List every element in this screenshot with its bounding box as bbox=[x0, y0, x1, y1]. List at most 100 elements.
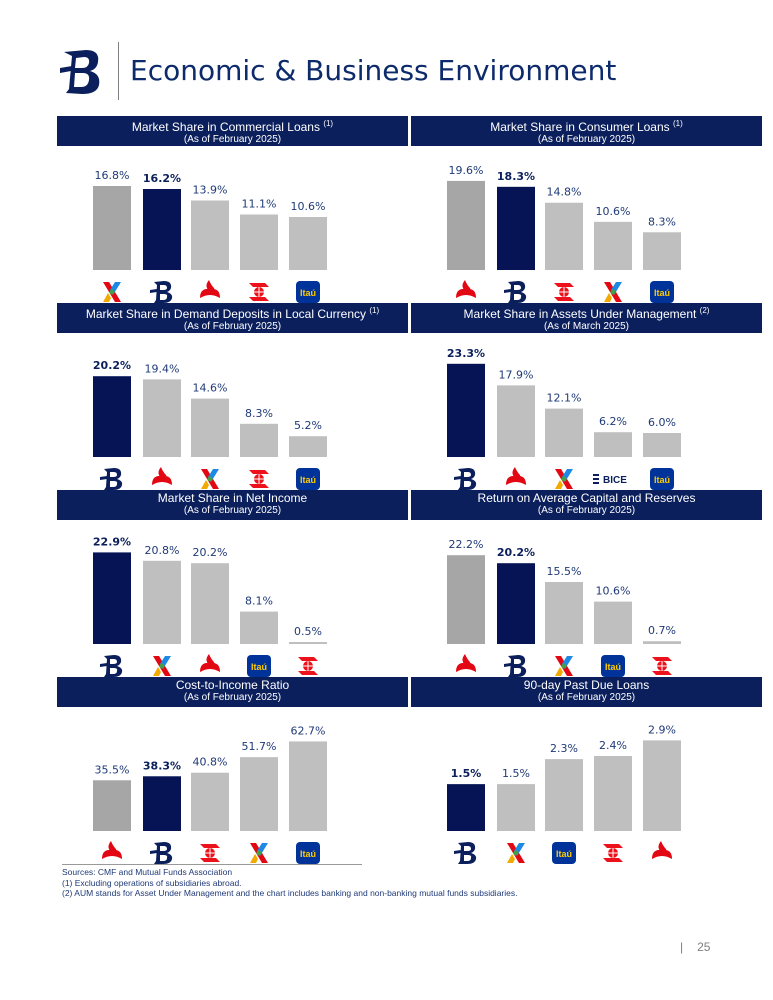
chart-panel: Market Share in Assets Under Management … bbox=[411, 303, 762, 490]
itau-logo-icon: Itaú bbox=[296, 468, 320, 490]
bci-logo-icon bbox=[153, 656, 171, 676]
chart-subtitle: (As of February 2025) bbox=[537, 692, 636, 703]
bar bbox=[143, 560, 181, 644]
itau-logo-text: Itaú bbox=[251, 662, 267, 672]
santander-logo-icon bbox=[152, 467, 172, 485]
data-label: 5.2% bbox=[294, 419, 322, 432]
bar bbox=[545, 202, 583, 270]
footer-divider bbox=[62, 864, 362, 865]
itau-logo-icon: Itaú bbox=[650, 281, 674, 303]
chart-title-footnote: (1) bbox=[672, 119, 683, 128]
bar-chart: 19.6% 18.3% 14.8% 10.6% 8.3% Itaú bbox=[447, 164, 681, 303]
data-label: 10.6% bbox=[291, 200, 326, 213]
data-label: 8.1% bbox=[245, 595, 273, 608]
bar bbox=[497, 385, 535, 457]
data-label: 23.3% bbox=[447, 347, 485, 360]
bar bbox=[191, 200, 229, 270]
bdechile-logo-icon bbox=[504, 655, 527, 677]
santander-logo-icon bbox=[200, 280, 220, 298]
itau-logo-text: Itaú bbox=[556, 849, 572, 859]
scotiabank-logo-icon bbox=[249, 470, 269, 488]
bar bbox=[643, 433, 681, 457]
bar bbox=[289, 436, 327, 457]
bar bbox=[93, 552, 131, 644]
bci-logo-icon bbox=[507, 843, 525, 863]
bci-logo-icon bbox=[103, 282, 121, 302]
header-divider bbox=[118, 42, 119, 100]
itau-logo-text: Itaú bbox=[605, 662, 621, 672]
data-label: 35.5% bbox=[95, 763, 130, 776]
data-label: 2.9% bbox=[648, 723, 676, 736]
chart-title: Return on Average Capital and Reserves bbox=[411, 491, 762, 505]
page-number-separator: | bbox=[680, 940, 684, 954]
page-number: | 25 bbox=[680, 940, 710, 954]
itau-logo-text: Itaú bbox=[654, 288, 670, 298]
chart-title-footnote: (1) bbox=[369, 306, 380, 315]
footer-notes: Sources: CMF and Mutual Funds Associatio… bbox=[62, 867, 752, 899]
itau-logo-icon: Itaú bbox=[247, 655, 271, 677]
scotiabank-logo-icon bbox=[200, 844, 220, 862]
data-label: 22.9% bbox=[93, 535, 131, 548]
scotiabank-logo-icon bbox=[554, 283, 574, 301]
chart-title-footnote: (2) bbox=[699, 306, 710, 315]
bdechile-logo-icon bbox=[100, 468, 123, 490]
itau-logo-text: Itaú bbox=[300, 849, 316, 859]
data-label: 16.2% bbox=[143, 172, 181, 185]
data-label: 14.8% bbox=[547, 186, 582, 199]
chart-title-text: Cost-to-Income Ratio bbox=[175, 678, 290, 692]
bar bbox=[240, 611, 278, 644]
bdechile-logo-icon bbox=[454, 842, 477, 864]
bar bbox=[447, 363, 485, 457]
bdechile-logo-icon bbox=[504, 281, 527, 303]
bar bbox=[545, 582, 583, 644]
data-label: 19.6% bbox=[449, 164, 484, 177]
itau-logo-icon: Itaú bbox=[296, 281, 320, 303]
data-label: 20.2% bbox=[193, 546, 228, 559]
itau-logo-icon: Itaú bbox=[552, 842, 576, 864]
bar-chart: 16.8% 16.2% 13.9% 11.1% 10.6% Itaú bbox=[93, 169, 327, 303]
data-label: 2.3% bbox=[550, 742, 578, 755]
itau-logo-icon: Itaú bbox=[601, 655, 625, 677]
bar bbox=[143, 379, 181, 457]
data-label: 20.8% bbox=[145, 544, 180, 557]
data-label: 0.7% bbox=[648, 624, 676, 637]
data-label: 0.5% bbox=[294, 625, 322, 638]
bci-logo-icon bbox=[250, 843, 268, 863]
chart-panel: Cost-to-Income Ratio (As of February 2025… bbox=[57, 677, 408, 864]
data-label: 17.9% bbox=[499, 368, 534, 381]
bar bbox=[93, 186, 131, 270]
bdechile-logo-icon bbox=[100, 655, 123, 677]
bci-logo-icon bbox=[604, 282, 622, 302]
data-label: 15.5% bbox=[547, 565, 582, 578]
bar bbox=[447, 784, 485, 831]
chart-panel: Return on Average Capital and Reserves (A… bbox=[411, 490, 762, 677]
data-label: 18.3% bbox=[497, 170, 535, 183]
footer-note-1: (1) Excluding operations of subsidiaries… bbox=[62, 877, 242, 888]
chart-subtitle: (As of March 2025) bbox=[543, 321, 630, 332]
bar bbox=[594, 432, 632, 457]
santander-logo-icon bbox=[506, 467, 526, 485]
chart-panel: Market Share in Net Income (As of Februar… bbox=[57, 490, 408, 677]
chart-subtitle: (As of February 2025) bbox=[183, 692, 282, 703]
chart-title: 90-day Past Due Loans bbox=[411, 678, 762, 692]
chart-panel: Market Share in Consumer Loans (1) (As of… bbox=[411, 116, 762, 303]
bar-chart: 20.2% 19.4% 14.6% 8.3% 5.2% Itaú bbox=[93, 359, 327, 490]
itau-logo-text: Itaú bbox=[300, 288, 316, 298]
bar bbox=[497, 186, 535, 270]
chart-title: Market Share in Consumer Loans (1) bbox=[411, 117, 762, 134]
chart-title: Market Share in Demand Deposits in Local… bbox=[57, 304, 408, 321]
bar bbox=[191, 563, 229, 644]
data-label: 8.3% bbox=[245, 407, 273, 420]
bar bbox=[447, 555, 485, 644]
bar bbox=[240, 423, 278, 457]
data-label: 14.6% bbox=[193, 382, 228, 395]
chart-subtitle: (As of February 2025) bbox=[183, 321, 282, 332]
bar bbox=[191, 398, 229, 457]
itau-logo-text: Itaú bbox=[654, 475, 670, 485]
bice-logo-icon: BICE bbox=[593, 474, 627, 486]
chart-header: Cost-to-Income Ratio (As of February 2025… bbox=[57, 677, 408, 707]
chart-title: Market Share in Net Income bbox=[57, 491, 408, 505]
itau-logo-text: Itaú bbox=[300, 475, 316, 485]
page-title: Economic & Business Environment bbox=[130, 54, 617, 87]
bar-chart: 1.5% 1.5% 2.3% Itaú 2.4% 2.9% bbox=[447, 723, 681, 864]
